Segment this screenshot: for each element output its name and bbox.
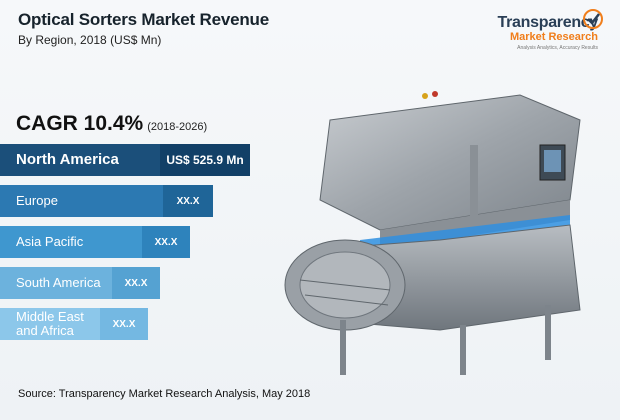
bar-europe: Europe XX.X (0, 185, 213, 217)
cagr-period: (2018-2026) (147, 121, 208, 133)
checkmark-icon (583, 9, 603, 29)
bar-north-america: North America US$ 525.9 Mn (0, 144, 250, 176)
logo-tagline: Analysis Analytics, Accuracy Results (517, 45, 598, 51)
logo-line1: Transparency (497, 14, 599, 31)
bar-value-label: XX.X (142, 226, 190, 258)
bar-label: Middle East and Africa (16, 309, 84, 338)
chart-title: Optical Sorters Market Revenue (18, 10, 269, 29)
bar-middle-east-and-africa: Middle East and Africa XX.X (0, 308, 148, 340)
bar-south-america: South America XX.X (0, 267, 160, 299)
bar-asia-pacific: Asia Pacific XX.X (0, 226, 190, 258)
chart-subtitle: By Region, 2018 (US$ Mn) (18, 33, 162, 47)
bar-value-label: XX.X (112, 267, 160, 299)
cagr-label: CAGR 10.4% (16, 112, 144, 135)
cagr-callout: CAGR 10.4% (2018-2026) (16, 112, 207, 136)
bar-label: North America (16, 151, 119, 168)
source-note: Source: Transparency Market Research Ana… (18, 388, 311, 400)
logo-line2: Market Research (509, 31, 598, 43)
bar-value-label: XX.X (163, 185, 213, 217)
optical-sorter-machine-image (284, 91, 581, 375)
bar-label: Asia Pacific (16, 234, 84, 249)
bar-label: Europe (16, 193, 58, 208)
bar-label: South America (16, 275, 101, 290)
bar-value-label: US$ 525.9 Mn (160, 144, 250, 176)
brand-logo: Transparency Market Research Analysis An… (497, 9, 603, 51)
bar-value-label: XX.X (100, 308, 148, 340)
